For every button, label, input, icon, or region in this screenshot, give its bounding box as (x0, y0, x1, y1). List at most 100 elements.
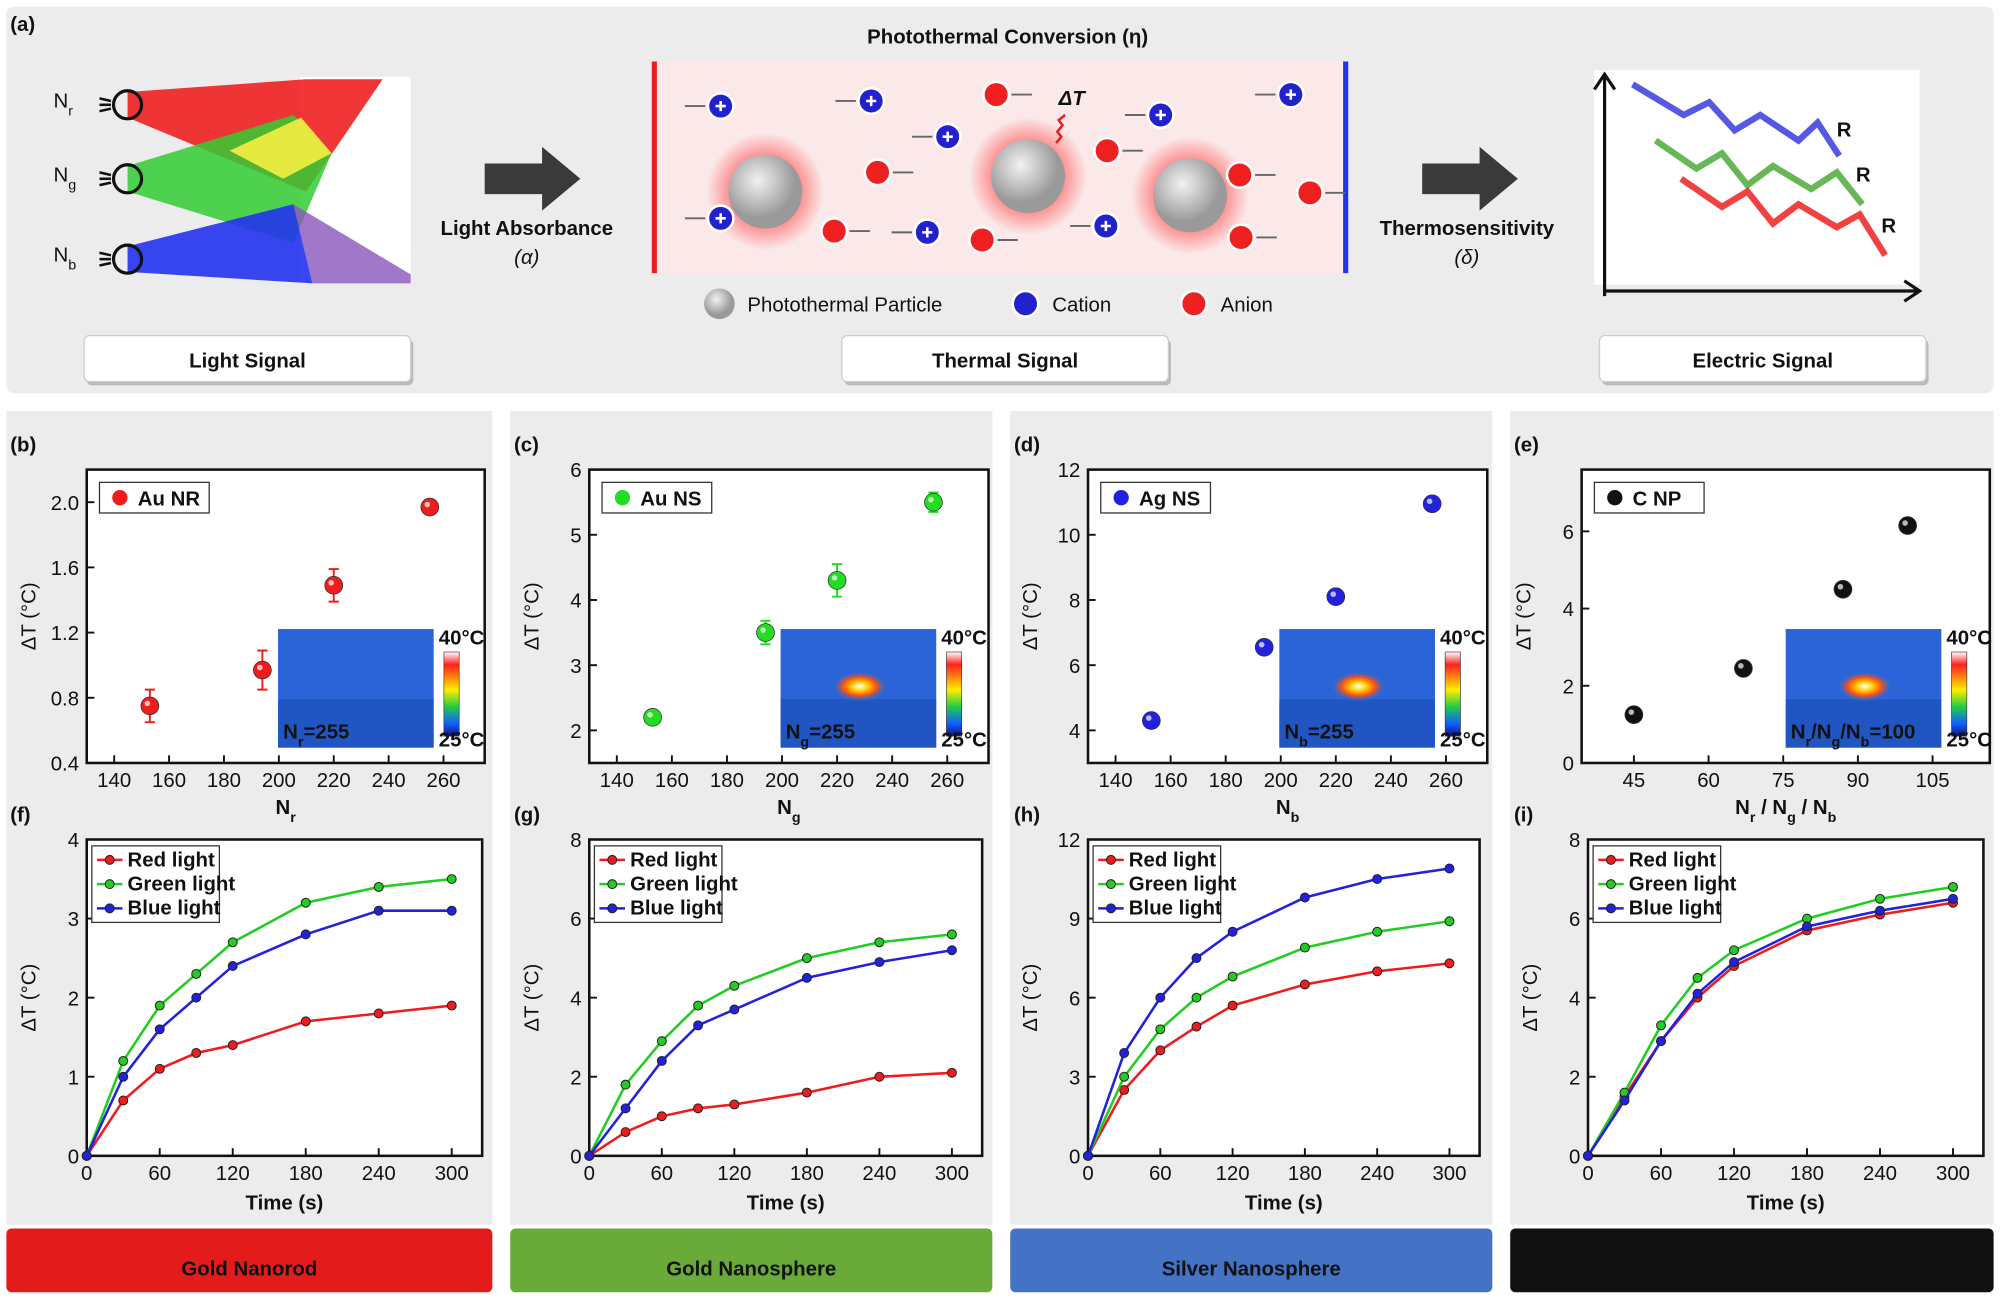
data-point (1372, 966, 1383, 977)
colorbar-max: 40°C (941, 627, 987, 649)
y-tick-label: 4 (570, 988, 581, 1010)
legend-label: Blue light (128, 898, 221, 920)
signal-label: Electric Signal (1692, 351, 1833, 373)
bulb-ray (99, 251, 112, 257)
data-point (1729, 945, 1739, 956)
data-point (227, 1040, 238, 1051)
inset-label: Nr=255 (283, 722, 349, 751)
data-point (1372, 874, 1383, 885)
text-part: N (1284, 722, 1299, 744)
x-tick-label: 240 (875, 770, 909, 792)
panel-label: (g) (514, 805, 540, 827)
data-point (1444, 863, 1455, 874)
y-tick-label: 0 (1569, 1146, 1580, 1168)
y-axis-label: ΔT (°C) (1020, 964, 1042, 1032)
y-tick-label: 0.4 (51, 754, 79, 776)
panel-label: (d) (1014, 435, 1040, 457)
legend-marker (104, 854, 115, 865)
x-tick-label: 180 (790, 1163, 824, 1185)
x-tick-label: 60 (148, 1163, 171, 1185)
legend-marker (607, 854, 618, 865)
x-tick-label: 140 (600, 770, 634, 792)
data-point (1191, 1021, 1202, 1032)
yellow-overlap (229, 117, 332, 179)
purple-beam (293, 204, 411, 284)
data-point (227, 961, 238, 972)
data-point (874, 1071, 885, 1082)
x-tick-label: 160 (1154, 770, 1188, 792)
text-part: N (54, 164, 69, 186)
data-point (693, 1103, 704, 1114)
data-point (1656, 1036, 1666, 1047)
x-axis-arrow (1604, 279, 1923, 303)
y-tick-label: 4 (1569, 988, 1580, 1010)
x-tick-label: 200 (262, 770, 296, 792)
subscript: b (1299, 735, 1308, 751)
material-label: Silver Nanosphere (1162, 1259, 1341, 1281)
legend-label: Red light (1129, 849, 1216, 871)
y-tick-label: 8 (1069, 591, 1080, 613)
legend-label: Blue light (1629, 898, 1722, 920)
x-tick-label: 120 (1717, 1163, 1751, 1185)
legend-marker (607, 903, 618, 914)
data-point (1444, 958, 1455, 969)
data-point (1624, 705, 1644, 725)
green-signal (1653, 137, 1865, 207)
signal-label: Light Signal (189, 351, 306, 373)
output-label: R (1881, 215, 1896, 237)
legend-marker (112, 490, 128, 506)
ion (1227, 223, 1256, 252)
panel-label: (i) (1514, 805, 1533, 827)
y-tick-label: 1.2 (51, 623, 79, 645)
data-point (446, 905, 457, 916)
y-tick-label: 4 (1563, 599, 1574, 621)
x-tick-label: 0 (81, 1163, 92, 1185)
data-point (1227, 926, 1238, 937)
text-part: / N (1755, 797, 1787, 819)
x-tick-label: 45 (1623, 770, 1646, 792)
data-point (118, 1071, 129, 1082)
delta-label: (δ) (1454, 247, 1479, 269)
signal-box (83, 335, 412, 383)
ion (820, 217, 849, 246)
data-point (693, 1020, 704, 1031)
legend-marker (1605, 854, 1616, 865)
material-bar (510, 1228, 993, 1293)
y-tick-label: 2 (68, 988, 79, 1010)
data-point (253, 660, 272, 680)
x-axis-label: Nb (1276, 797, 1300, 826)
thermo-label: Thermosensitivity (1380, 218, 1555, 240)
legend-particle (704, 288, 735, 320)
ion (1093, 136, 1122, 165)
data-point (1444, 916, 1455, 927)
data-point (1898, 516, 1917, 535)
plus-sign (1285, 89, 1296, 100)
data-point (324, 576, 344, 595)
subscript: g (792, 810, 801, 826)
data-point (1142, 711, 1161, 730)
hotspot (1836, 671, 1893, 702)
text-part: N (276, 797, 291, 819)
x-tick-label: 240 (372, 770, 406, 792)
plot-frame (1086, 468, 1489, 765)
legend-label: Green light (1629, 874, 1737, 896)
data-point (1326, 587, 1346, 607)
point-highlight (647, 711, 653, 718)
data-point (729, 1004, 740, 1015)
ion (863, 158, 892, 187)
data-point (373, 905, 384, 916)
x-axis-label: Time (s) (1245, 1192, 1323, 1214)
subscript: b (1291, 810, 1300, 826)
data-point (191, 1048, 202, 1058)
data-point (1083, 1150, 1093, 1161)
y-tick-label: 1 (68, 1067, 79, 1089)
x-tick-label: 240 (1863, 1163, 1897, 1185)
y-tick-label: 0.8 (51, 688, 79, 710)
data-point (1155, 992, 1166, 1003)
plus-sign (1155, 109, 1166, 121)
data-point (1299, 979, 1310, 990)
data-point (1372, 926, 1383, 937)
data-point (154, 1063, 165, 1074)
x-tick-label: 160 (655, 770, 689, 792)
x-tick-label: 140 (1099, 770, 1133, 792)
